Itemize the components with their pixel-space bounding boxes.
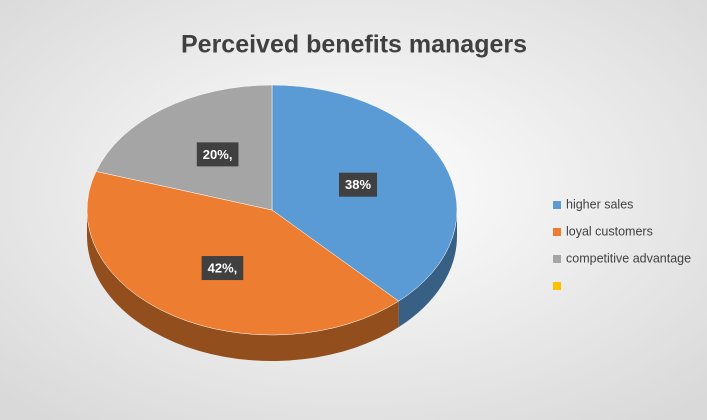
legend-label: competitive advantage [566,251,691,265]
data-label-box [338,172,378,197]
legend-swatch [553,282,561,290]
data-label: 42%, [201,256,244,281]
data-label-text: 20%, [203,147,233,162]
legend-swatch [553,228,561,236]
slice-side [398,210,457,328]
data-label: 20%, [196,142,239,167]
legend-label: loyal customers [566,224,653,238]
data-label-box [201,256,244,281]
slice-side [87,210,399,361]
chart-title: Perceived benefits managers [181,31,527,59]
data-label-text: 42%, [208,260,238,275]
data-label-text: 38% [345,177,371,192]
slice [95,84,273,211]
data-label: 38% [338,172,378,197]
data-label-box [196,142,239,167]
legend-label: higher sales [566,197,633,211]
legend-swatch [553,255,561,263]
legend-swatch [553,201,561,209]
slice [86,171,400,336]
